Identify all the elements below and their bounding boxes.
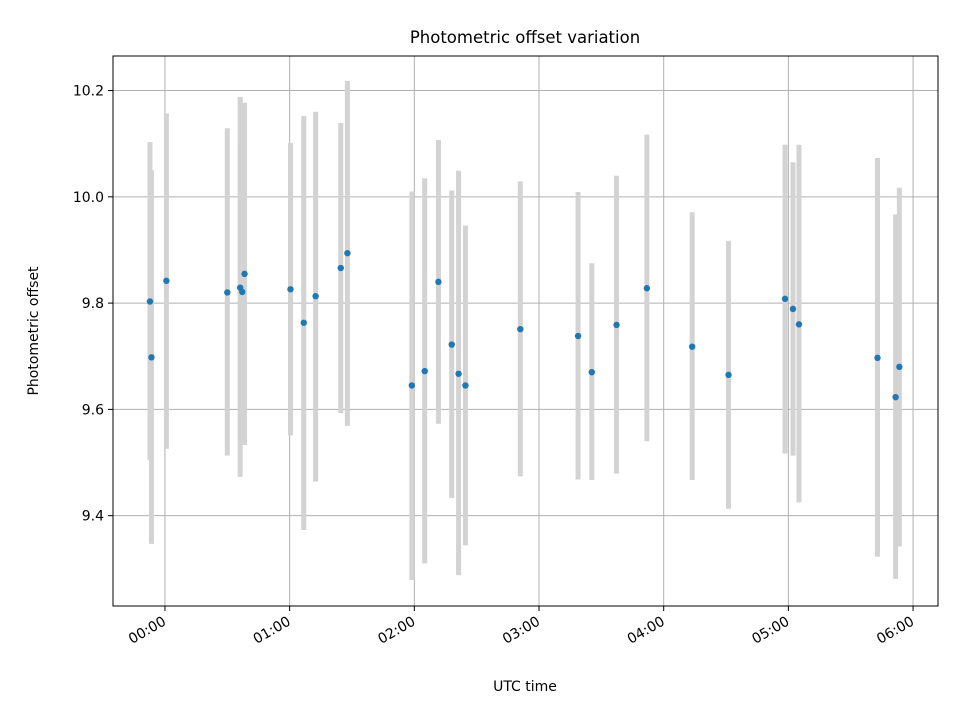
- data-points: [146, 249, 903, 401]
- y-tick-label: 9.4: [82, 509, 104, 525]
- data-point: [725, 371, 732, 379]
- data-point: [455, 370, 462, 377]
- y-axis-label: Photometric offset: [26, 266, 42, 396]
- data-point: [462, 382, 469, 389]
- chart-title: Photometric offset variation: [410, 28, 640, 47]
- data-point: [789, 305, 797, 313]
- data-point: [435, 278, 442, 286]
- data-point: [344, 249, 351, 257]
- data-point: [163, 277, 170, 284]
- data-point: [287, 286, 294, 293]
- data-point: [588, 368, 595, 376]
- data-point: [613, 321, 620, 329]
- data-point: [146, 298, 154, 305]
- y-tick-label: 10.0: [73, 190, 104, 206]
- data-point: [448, 341, 455, 348]
- data-point: [408, 382, 416, 389]
- y-axis-ticks: 9.4 9.6 9.8 10.0 10.2: [73, 84, 113, 525]
- plot-frame: [112, 55, 939, 607]
- data-point: [241, 270, 248, 278]
- plot-area: [113, 56, 938, 606]
- data-point: [337, 264, 344, 272]
- data-point: [781, 295, 789, 303]
- data-point: [896, 363, 903, 371]
- y-tick-label: 9.8: [82, 296, 104, 312]
- data-point: [421, 367, 428, 375]
- data-point: [643, 285, 651, 292]
- data-point: [517, 325, 524, 333]
- data-point: [148, 354, 155, 361]
- data-point: [300, 319, 307, 326]
- data-point: [874, 354, 881, 362]
- data-point: [795, 321, 803, 328]
- data-point: [312, 292, 319, 300]
- y-tick-label: 10.2: [73, 84, 104, 100]
- x-axis-label: UTC time: [493, 679, 557, 695]
- data-point: [892, 393, 899, 401]
- data-point: [574, 332, 582, 340]
- y-tick-label: 9.6: [82, 402, 104, 418]
- data-point: [688, 343, 696, 350]
- data-point: [239, 288, 246, 296]
- data-point: [224, 289, 231, 296]
